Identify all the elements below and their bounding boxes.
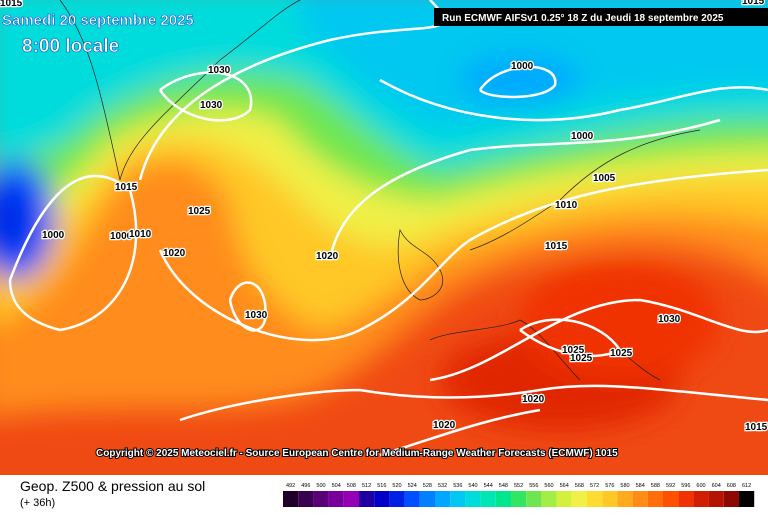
scale-swatch (283, 491, 299, 507)
scale-swatch (404, 491, 420, 507)
scale-label: 576 (605, 483, 614, 489)
isobar-label: 1020 (316, 251, 339, 262)
scale-swatch (587, 491, 603, 507)
scale-label: 492 (286, 483, 295, 489)
scale-swatch (541, 491, 557, 507)
scale-label: 540 (468, 483, 477, 489)
isobar-label: 1020 (433, 420, 456, 431)
scale-swatch (359, 491, 375, 507)
scale-swatch (678, 491, 694, 507)
isobar-label: 1015 (0, 0, 23, 9)
isobar-label: 1030 (245, 310, 268, 321)
scale-swatch (571, 491, 587, 507)
scale-swatch (723, 491, 739, 507)
scale-label: 508 (347, 483, 356, 489)
isobar-label: 1025 (610, 348, 633, 359)
scale-label: 572 (590, 483, 599, 489)
isobar-label: 1015 (115, 182, 138, 193)
scale-swatch (708, 491, 724, 507)
scale-label: 500 (316, 483, 325, 489)
scale-label: 588 (651, 483, 660, 489)
scale-swatch (739, 491, 755, 507)
isobar-label: 1020 (163, 248, 186, 259)
scale-label: 548 (499, 483, 508, 489)
scale-label: 556 (529, 483, 538, 489)
scale-label: 584 (636, 483, 645, 489)
isobar-label: 1010 (129, 229, 152, 240)
footer-title: Geop. Z500 & pression au sol (20, 478, 205, 494)
isobar-label: 1000 (571, 131, 594, 142)
scale-label: 604 (712, 483, 721, 489)
scale-label: 580 (620, 483, 629, 489)
isobar-label: 1025 (562, 345, 585, 356)
scale-label: 600 (696, 483, 705, 489)
scale-swatch (526, 491, 542, 507)
coastlines (59, 0, 701, 381)
color-scale: 492 496 500 504 508 512 516 520 524 528 532 536 540 5… (283, 483, 755, 507)
scale-swatch (374, 491, 390, 507)
scale-swatch (647, 491, 663, 507)
scale-swatch (389, 491, 405, 507)
scale-swatch (556, 491, 572, 507)
isobar-labels: 1015 1030 1030 1015 1025 1000 1010 1000 … (0, 0, 768, 434)
isobar-label: 1000 (110, 231, 133, 242)
scale-label: 536 (453, 483, 462, 489)
isobar-label: 1030 (200, 100, 223, 111)
scale-swatch (298, 491, 314, 507)
isobar-label: 1000 (42, 230, 65, 241)
scale-label: 516 (377, 483, 386, 489)
run-box (434, 8, 768, 26)
isobar-label: 1010 (555, 200, 578, 211)
isobar-label: 1030 (658, 314, 681, 325)
local-time: 8:00 locale (22, 36, 119, 57)
scale-swatch (495, 491, 511, 507)
scale-label: 596 (681, 483, 690, 489)
isobar-label: 1015 (745, 422, 768, 433)
scale-label: 564 (560, 483, 569, 489)
z500-field (0, 0, 768, 475)
isobar-label: 1015 (742, 0, 765, 7)
isobar-label: 1020 (522, 394, 545, 405)
scale-label: 568 (575, 483, 584, 489)
isobar-label: 1000 (511, 61, 534, 72)
scale-swatch (435, 491, 451, 507)
scale-swatch (617, 491, 633, 507)
scale-label: 612 (742, 483, 751, 489)
map-title: Samedi 20 septembre 2025 (2, 12, 194, 29)
scale-label: 608 (727, 483, 736, 489)
scale-label: 552 (514, 483, 523, 489)
scale-label: 520 (392, 483, 401, 489)
scale-swatch (480, 491, 496, 507)
scale-swatch (693, 491, 709, 507)
isobar-label: 1030 (208, 65, 231, 76)
copyright: Copyright © 2025 Meteociel.fr - Source E… (96, 448, 618, 459)
scale-swatch (465, 491, 481, 507)
scale-label: 560 (544, 483, 553, 489)
scale-swatch (663, 491, 679, 507)
scale-swatch (328, 491, 344, 507)
scale-label: 512 (362, 483, 371, 489)
run-info: Run ECMWF AIFSv1 0.25° 18 Z du Jeudi 18 … (442, 13, 724, 24)
scale-label: 528 (423, 483, 432, 489)
scale-swatch (450, 491, 466, 507)
scale-label: 496 (301, 483, 310, 489)
isobar-label: 1015 (545, 241, 568, 252)
isobar-label: 1005 (593, 173, 616, 184)
scale-swatch (313, 491, 329, 507)
scale-label: 592 (666, 483, 675, 489)
scale-swatch (632, 491, 648, 507)
scale-swatch (343, 491, 359, 507)
scale-label: 532 (438, 483, 447, 489)
scale-label: 524 (408, 483, 417, 489)
scale-label: 504 (332, 483, 341, 489)
scale-label: 544 (484, 483, 493, 489)
isobar-label: 1025 (570, 353, 593, 364)
scale-swatch (602, 491, 618, 507)
scale-swatch (419, 491, 435, 507)
isobar-label: 1025 (188, 206, 211, 217)
scale-swatch (511, 491, 527, 507)
lead-time: (+ 36h) (20, 497, 55, 509)
